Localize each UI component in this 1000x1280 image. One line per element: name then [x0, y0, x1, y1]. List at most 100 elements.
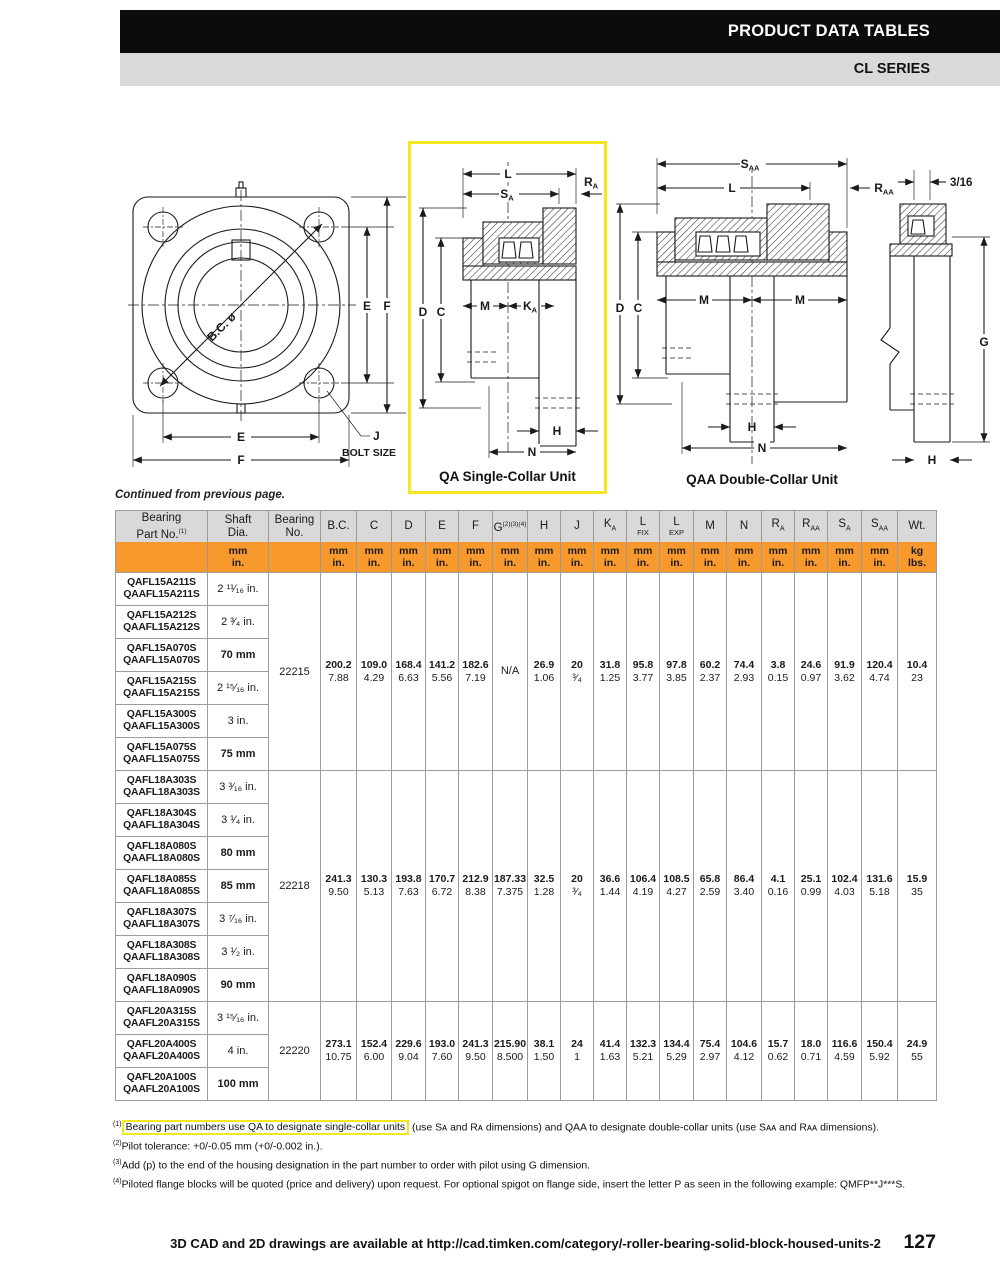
- footnote-2: (2)Pilot tolerance: +0/-0.05 mm (+0/-0.0…: [113, 1136, 945, 1155]
- column-header: H: [527, 510, 561, 542]
- footnote-text: Pilot tolerance: +0/-0.05 mm (+0/-0.002 …: [121, 1141, 323, 1153]
- dim-c-label: C: [437, 305, 446, 319]
- shaft-dia-cell: 85 mm: [207, 869, 269, 903]
- part-number-cell: QAFL15A211S QAAFL15A211S: [115, 572, 208, 606]
- dim-l-label: L: [728, 181, 735, 195]
- table-row: QAFL18A304S QAAFL18A304S 3 ¹⁄₄ in.: [115, 803, 937, 837]
- dim-h-label: H: [928, 453, 937, 467]
- shaft-dia-cell: 3 in.: [207, 704, 269, 738]
- dimension-cell: 97.8 3.85: [659, 572, 694, 771]
- units-header: mm in.: [659, 542, 694, 573]
- table-row: QAFL18A080S QAAFL18A080S 80 mm: [115, 836, 937, 870]
- units-header: mm in.: [693, 542, 727, 573]
- column-header: N: [726, 510, 762, 542]
- dimension-cell: 229.6 9.04: [391, 1001, 426, 1101]
- dimension-cell: 241.3 9.50: [320, 770, 357, 1002]
- units-header: mm in.: [425, 542, 459, 573]
- units-header: mm in.: [391, 542, 426, 573]
- part-number-cell: QAFL15A300S QAAFL15A300S: [115, 704, 208, 738]
- dimension-cell: 193.0 7.60: [425, 1001, 459, 1101]
- dimension-cell: 168.4 6.63: [391, 572, 426, 771]
- units-header: mm in.: [492, 542, 528, 573]
- dimension-cell: 182.6 7.19: [458, 572, 493, 771]
- shaft-dia-cell: 3 ¹⁵⁄₁₆ in.: [207, 1001, 269, 1035]
- cad-url-text: 3D CAD and 2D drawings are available at …: [170, 1236, 881, 1251]
- table-row: QAFL15A211S QAAFL15A211S 2 ¹¹⁄₁₆ in. 22215 2…: [115, 572, 937, 771]
- dimension-cell: 26.9 1.06: [527, 572, 561, 771]
- dim-g-label: G: [979, 335, 988, 349]
- flange-front-view-diagram: B.C. ø E F E F J BOLT SIZE: [128, 181, 406, 467]
- column-header: Shaft Dia.: [207, 510, 269, 542]
- dimension-cell: 193.8 7.63: [391, 770, 426, 1002]
- footnote-text: Add (p) to the end of the housing design…: [121, 1160, 591, 1172]
- shaft-dia-cell: 4 in.: [207, 1034, 269, 1068]
- dimension-cell: 108.5 4.27: [659, 770, 694, 1002]
- dimension-cell: 32.5 1.28: [527, 770, 561, 1002]
- dimension-cell: 60.2 2.37: [693, 572, 727, 771]
- dimension-cell: 20 ³⁄₄: [560, 572, 594, 771]
- dimension-cell: 104.6 4.12: [726, 1001, 762, 1101]
- dimension-cell: 150.4 5.92: [861, 1001, 898, 1101]
- footnote-1: (1) Bearing part numbers use QA to design…: [113, 1117, 945, 1136]
- dim-h-label: H: [748, 420, 757, 434]
- qa-unit-section-diagram: L SA RA M KA: [415, 162, 602, 458]
- part-number-cell: QAFL18A090S QAAFL18A090S: [115, 968, 208, 1002]
- table-row: QAFL15A300S QAAFL15A300S 3 in.: [115, 704, 937, 738]
- dimension-cell: 15.7 0.62: [761, 1001, 795, 1101]
- units-header: [115, 542, 208, 573]
- dimension-cell: 86.4 3.40: [726, 770, 762, 1002]
- dimension-cell: 24.6 0.97: [794, 572, 828, 771]
- dim-e-label: E: [237, 430, 245, 444]
- dimension-cell: 4.1 0.16: [761, 770, 795, 1002]
- units-header: mm in.: [527, 542, 561, 573]
- shaft-dia-cell: 3 ³⁄₁₆ in.: [207, 770, 269, 804]
- dimension-cell: 170.7 6.72: [425, 770, 459, 1002]
- page-number: 127: [903, 1231, 936, 1253]
- dim-saa-label: SAA: [741, 157, 760, 173]
- units-header: mm in.: [356, 542, 392, 573]
- column-header: Bearing No.: [268, 510, 321, 542]
- units-header: mm in.: [761, 542, 795, 573]
- table-row: QAFL18A090S QAAFL18A090S 90 mm: [115, 968, 937, 1002]
- bc-diameter-label: B.C. ø: [204, 309, 239, 344]
- part-number-cell: QAFL15A215S QAAFL15A215S: [115, 671, 208, 705]
- shaft-dia-cell: 3 ¹⁄₂ in.: [207, 935, 269, 969]
- part-number-cell: QAFL18A307S QAAFL18A307S: [115, 902, 208, 936]
- units-header: mm in.: [593, 542, 627, 573]
- table-row: QAFL20A315S QAAFL20A315S 3 ¹⁵⁄₁₆ in. 22220 2…: [115, 1001, 937, 1101]
- dimension-cell: 18.0 0.71: [794, 1001, 828, 1101]
- dimension-cell: 95.8 3.77: [626, 572, 660, 771]
- shaft-dia-cell: 2 ³⁄₄ in.: [207, 605, 269, 639]
- dim-3-16-label: 3/16: [950, 177, 972, 189]
- page-footer: 3D CAD and 2D drawings are available at …: [115, 1231, 936, 1253]
- dimension-cell: 3.8 0.15: [761, 572, 795, 771]
- bolt-size-label: BOLT SIZE: [342, 447, 396, 459]
- qaa-unit-diagram: SAA L RAA M M: [612, 142, 1000, 494]
- column-header: Wt.: [897, 510, 937, 542]
- dimension-cell: 75.4 2.97: [693, 1001, 727, 1101]
- dimension-cell: 31.8 1.25: [593, 572, 627, 771]
- dimension-cell: 134.4 5.29: [659, 1001, 694, 1101]
- dimension-cell: 36.6 1.44: [593, 770, 627, 1002]
- part-number-cell: QAFL18A080S QAAFL18A080S: [115, 836, 208, 870]
- column-header: KA: [593, 510, 627, 542]
- column-header: E: [425, 510, 459, 542]
- bearing-no-cell: 22218: [268, 770, 321, 1002]
- shaft-dia-cell: 90 mm: [207, 968, 269, 1002]
- dim-m-label: M: [480, 299, 490, 313]
- dim-n-label: N: [528, 445, 537, 458]
- column-header: L FIX: [626, 510, 660, 542]
- footnote-marker: (2): [113, 1139, 122, 1147]
- dimension-cell: 91.9 3.62: [827, 572, 862, 771]
- dimension-cell: 74.4 2.93: [726, 572, 762, 771]
- column-header: G(2)(3)(4): [492, 510, 528, 542]
- bearing-no-cell: 22215: [268, 572, 321, 771]
- part-number-cell: QAFL15A070S QAAFL15A070S: [115, 638, 208, 672]
- part-number-cell: QAFL20A400S QAAFL20A400S: [115, 1034, 208, 1068]
- dim-c-label: C: [634, 301, 643, 315]
- dimension-cell: 109.0 4.29: [356, 572, 392, 771]
- part-number-cell: QAFL18A085S QAAFL18A085S: [115, 869, 208, 903]
- dimension-cell: 116.6 4.59: [827, 1001, 862, 1101]
- column-header: B.C.: [320, 510, 357, 542]
